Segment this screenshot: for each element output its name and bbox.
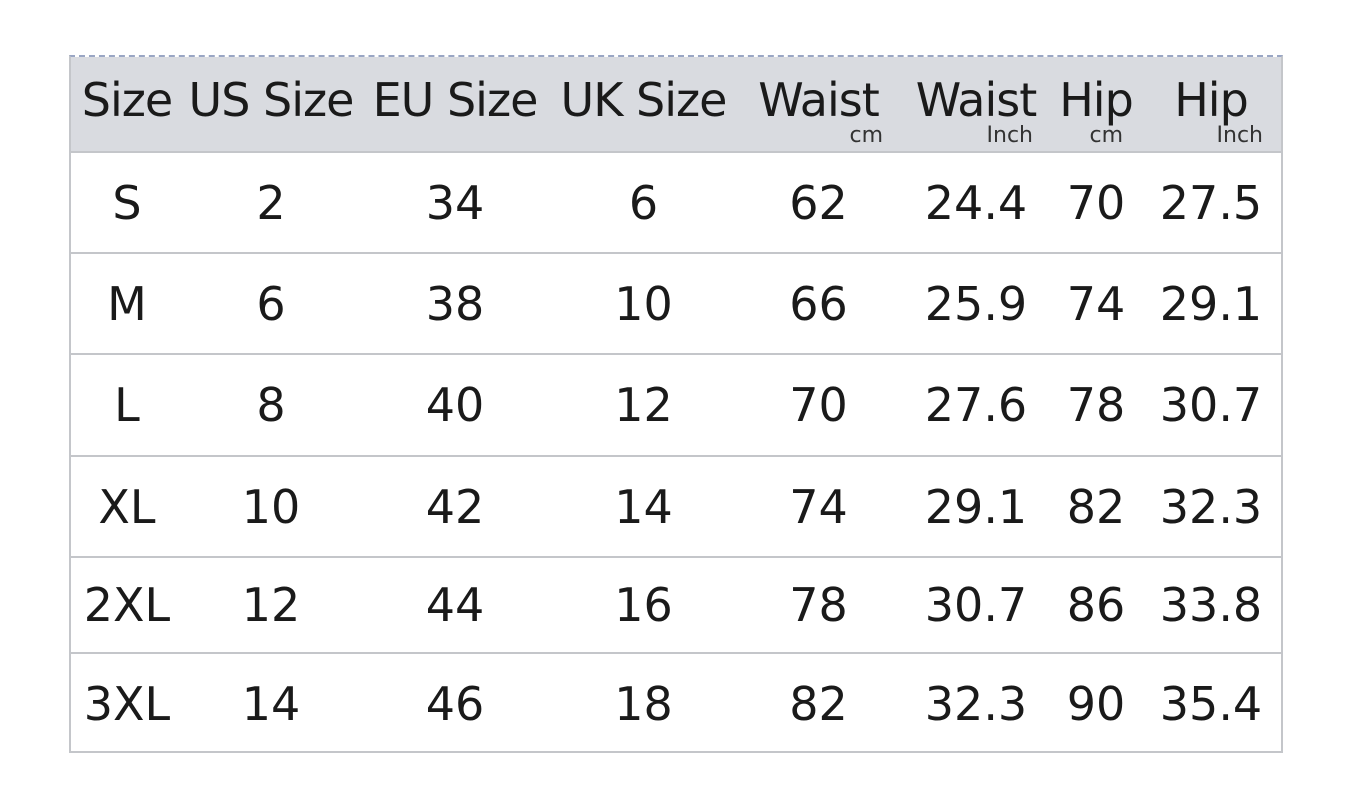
table-cell: 30.7 [1159, 378, 1263, 432]
table-cell: 78 [1066, 378, 1126, 432]
table-row: 3XL 14 46 18 82 32.3 90 35.4 [71, 654, 1281, 753]
header-cell: EU Size [359, 57, 551, 151]
table-cell: 14 [241, 676, 301, 731]
table-cell: 14 [614, 479, 673, 534]
table-cell: 6 [256, 276, 286, 331]
size-table: Size US Size EU Size UK Size Waist cm Waist Inc… [69, 55, 1283, 753]
table-cell: M [107, 276, 147, 331]
table-cell: 30.7 [924, 578, 1028, 632]
table-cell: 86 [1066, 578, 1126, 632]
table-cell: 2 [256, 175, 286, 230]
header-cell: Waist Inch [901, 57, 1051, 151]
table-cell: 82 [1066, 479, 1126, 534]
table-cell: 32.3 [1159, 479, 1263, 534]
table-cell: 32.3 [924, 676, 1028, 731]
header-cell: Hip Inch [1141, 57, 1281, 151]
header-label: Waist [758, 73, 880, 127]
header-unit: cm [1089, 123, 1123, 148]
table-cell: 82 [789, 676, 848, 731]
table-row: L 8 40 12 70 27.6 78 30.7 [71, 355, 1281, 457]
header-label: Hip [1059, 73, 1134, 127]
table-cell: 74 [789, 479, 848, 534]
table-row: M 6 38 10 66 25.9 74 29.1 [71, 254, 1281, 355]
table-cell: 25.9 [924, 276, 1028, 331]
header-label: Size [81, 73, 173, 127]
table-cell: 29.1 [924, 479, 1028, 534]
header-unit: Inch [1216, 123, 1263, 148]
table-cell: 33.8 [1159, 578, 1263, 632]
table-cell: 10 [241, 479, 301, 534]
table-cell: S [112, 175, 142, 230]
table-cell: 44 [425, 578, 485, 632]
table-cell: 70 [789, 378, 848, 432]
table-cell: 35.4 [1159, 676, 1263, 731]
table-cell: 38 [425, 276, 485, 331]
table-row: S 2 34 6 62 24.4 70 27.5 [71, 153, 1281, 254]
table-cell: 34 [425, 175, 485, 230]
table-cell: 66 [789, 276, 848, 331]
table-cell: 10 [614, 276, 673, 331]
table-cell: 27.6 [924, 378, 1028, 432]
table-cell: 6 [628, 175, 659, 230]
header-cell: US Size [183, 57, 359, 151]
table-cell: 12 [614, 378, 673, 432]
table-row: XL 10 42 14 74 29.1 82 32.3 [71, 457, 1281, 558]
table-cell: 70 [1066, 175, 1126, 230]
header-unit: Inch [986, 123, 1033, 148]
table-cell: 16 [614, 578, 673, 632]
table-cell: 42 [425, 479, 485, 534]
table-cell: XL [98, 479, 156, 534]
header-row: Size US Size EU Size UK Size Waist cm Waist Inc… [71, 57, 1281, 153]
header-cell: UK Size [551, 57, 736, 151]
table-cell: 78 [789, 578, 848, 632]
header-unit: cm [849, 123, 883, 148]
table-cell: 40 [425, 378, 485, 432]
header-label: Hip [1174, 73, 1249, 127]
table-cell: 27.5 [1159, 175, 1263, 230]
header-cell: Size [71, 57, 183, 151]
table-cell: 18 [614, 676, 673, 731]
table-cell: 74 [1066, 276, 1126, 331]
table-cell: L [114, 378, 140, 432]
header-cell: Hip cm [1051, 57, 1141, 151]
table-cell: 12 [241, 578, 301, 632]
table-cell: 29.1 [1159, 276, 1263, 331]
table-cell: 46 [425, 676, 485, 731]
table-cell: 2XL [83, 578, 171, 632]
header-cell: Waist cm [736, 57, 901, 151]
table-cell: 8 [256, 378, 286, 432]
header-label: EU Size [372, 73, 539, 127]
table-cell: 3XL [83, 676, 171, 731]
header-label: US Size [188, 73, 355, 127]
header-label: UK Size [560, 73, 728, 127]
table-row: 2XL 12 44 16 78 30.7 86 33.8 [71, 558, 1281, 654]
header-label: Waist [915, 73, 1038, 127]
table-cell: 24.4 [924, 175, 1028, 230]
table-cell: 62 [789, 175, 848, 230]
table-cell: 90 [1066, 676, 1126, 731]
